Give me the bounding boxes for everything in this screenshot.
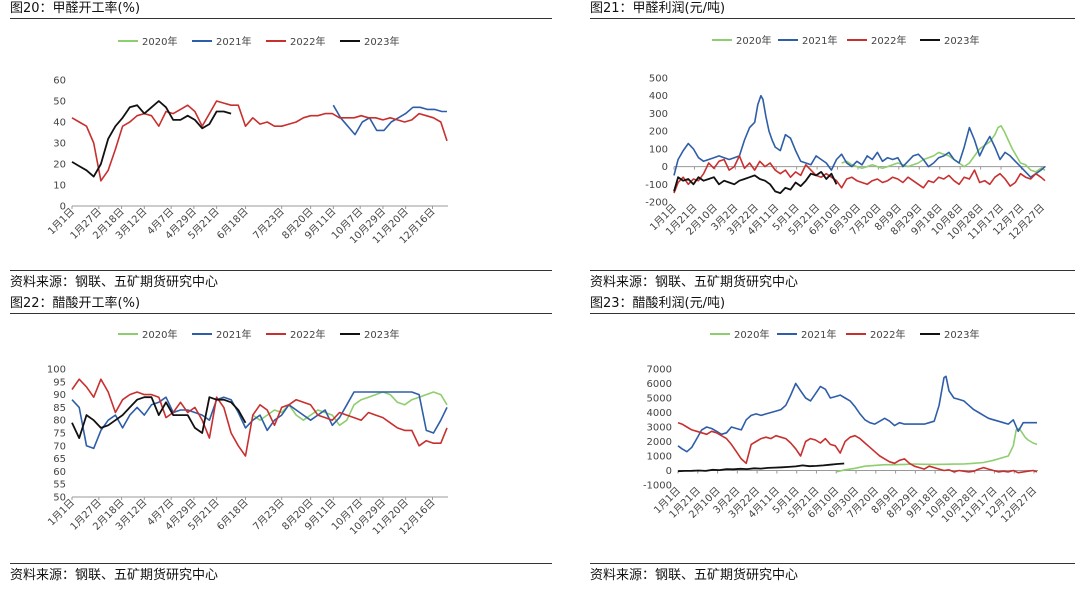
y-tick-label: 0 (60, 202, 66, 213)
y-tick-label: 2000 (647, 437, 672, 448)
title-divider (10, 18, 552, 19)
chart-panel-fig22: 图22：醋酸开工率(%) 2020年 2021年 2022年 2023年 50 55 60 6… (10, 295, 552, 589)
legend-label-2023: 2023年 (364, 35, 399, 48)
series-line-2022 (71, 378, 448, 457)
y-tick-label: 65 (53, 454, 66, 465)
y-tick-label: 300 (649, 109, 668, 120)
y-tick-label: 200 (649, 127, 668, 138)
y-tick-label: 40 (53, 118, 66, 129)
legend-label-2022: 2022年 (871, 34, 906, 47)
chart-fig21: 2020年 2021年 2022年 2023年 -200 -100 0 100 200 300 40… (645, 34, 1047, 242)
y-tick-label: 55 (53, 480, 66, 491)
y-tick-label: 95 (53, 377, 66, 388)
y-tick-label: 1000 (647, 452, 672, 463)
source-note: 资料来源：钢联、五矿期货研究中心 (10, 568, 219, 583)
legend-label-2022: 2022年 (870, 328, 905, 341)
y-tick-label: 50 (53, 493, 66, 504)
y-tick-label: 100 (649, 144, 668, 155)
title-divider (590, 313, 1075, 314)
source-divider (10, 563, 552, 564)
legend-label-2020: 2020年 (142, 328, 177, 341)
series-line-2022 (677, 421, 1038, 474)
y-tick-label: 70 (53, 441, 66, 452)
legend-label-2023: 2023年 (944, 34, 979, 47)
legend-label-2023: 2023年 (944, 328, 979, 341)
series-line-2023 (673, 170, 838, 195)
chart-panel-fig20: 图20：甲醛开工率(%) 2020年 2021年 2022年 2023年 0 10 20 30… (10, 0, 552, 294)
legend-label-2021: 2021年 (802, 34, 837, 47)
series-line-2021 (71, 391, 448, 450)
legend-label-2020: 2020年 (734, 328, 769, 341)
legend-label-2022: 2022年 (290, 35, 325, 48)
source-divider (10, 270, 552, 271)
y-tick-label: 60 (53, 76, 66, 87)
chart-title: 图21：甲醛利润(元/吨) (590, 1, 726, 16)
y-tick-label: 6000 (647, 379, 672, 390)
series-line-2020 (836, 427, 1038, 473)
y-tick-label: 60 (53, 467, 66, 478)
y-tick-label: 400 (649, 91, 668, 102)
chart-panel-fig23: 图23：醋酸利润(元/吨) 2020年 2021年 2022年 2023年 -1000 0… (590, 295, 1075, 589)
y-tick-label: 30 (53, 139, 66, 150)
title-divider (590, 18, 1075, 19)
series-line-2023 (71, 396, 247, 439)
source-note: 资料来源：钢联、五矿期货研究中心 (10, 275, 219, 290)
legend-label-2020: 2020年 (736, 34, 771, 47)
chart-fig20: 2020年 2021年 2022年 2023年01020304050601月1日1月2… (45, 35, 448, 246)
series-line-2021 (677, 375, 1037, 453)
series-line-2021 (673, 94, 1046, 178)
title-divider (10, 313, 552, 314)
y-tick-label: 80 (53, 416, 66, 427)
chart-title: 图20：甲醛开工率(%) (10, 1, 141, 16)
series-line-2022 (673, 155, 1046, 194)
chart-title: 图22：醋酸开工率(%) (10, 296, 141, 311)
y-tick-label: -200 (645, 198, 668, 209)
series-line-2021 (332, 104, 447, 136)
y-tick-label: 20 (53, 160, 66, 171)
y-tick-label: -100 (645, 180, 668, 191)
series-line-2022 (71, 100, 448, 182)
series-line-2023 (71, 100, 232, 178)
y-tick-label: 500 (649, 74, 668, 85)
y-tick-label: 75 (53, 429, 66, 440)
legend-label-2022: 2022年 (290, 328, 325, 341)
source-note: 资料来源：钢联、五矿期货研究中心 (590, 275, 799, 290)
series-line-2020 (841, 125, 1046, 173)
legend-label-2021: 2021年 (216, 328, 251, 341)
y-tick-label: 50 (53, 97, 66, 108)
x-tick-label: 6月18日 (215, 206, 251, 242)
series-line-2023 (677, 462, 845, 473)
legend-label-2020: 2020年 (142, 35, 177, 48)
y-tick-label: 3000 (647, 423, 672, 434)
legend-label-2021: 2021年 (801, 328, 836, 341)
source-divider (590, 563, 1075, 564)
y-tick-label: 90 (53, 390, 66, 401)
y-tick-label: 0 (662, 162, 668, 173)
chart-panel-fig21: 图21：甲醛利润(元/吨) 2020年 2021年 2022年 2023年 -200 -1… (590, 0, 1075, 294)
legend-label-2021: 2021年 (216, 35, 251, 48)
y-tick-label: 85 (53, 403, 66, 414)
chart-title: 图23：醋酸利润(元/吨) (590, 296, 726, 311)
y-tick-label: 0 (666, 466, 672, 477)
y-tick-label: 4000 (647, 408, 672, 419)
y-tick-label: 100 (47, 365, 66, 376)
source-note: 资料来源：钢联、五矿期货研究中心 (590, 568, 799, 583)
y-tick-label: 10 (53, 181, 66, 192)
y-tick-label: 5000 (647, 394, 672, 405)
x-tick-label: 6月18日 (215, 497, 251, 533)
source-divider (590, 270, 1075, 271)
y-tick-label: 7000 (647, 365, 672, 376)
chart-fig23: 2020年 2021年 2022年 2023年 -1000 0 1000 2000 3000 40… (643, 328, 1039, 525)
legend-label-2023: 2023年 (364, 328, 399, 341)
y-tick-label: -1000 (643, 481, 672, 492)
